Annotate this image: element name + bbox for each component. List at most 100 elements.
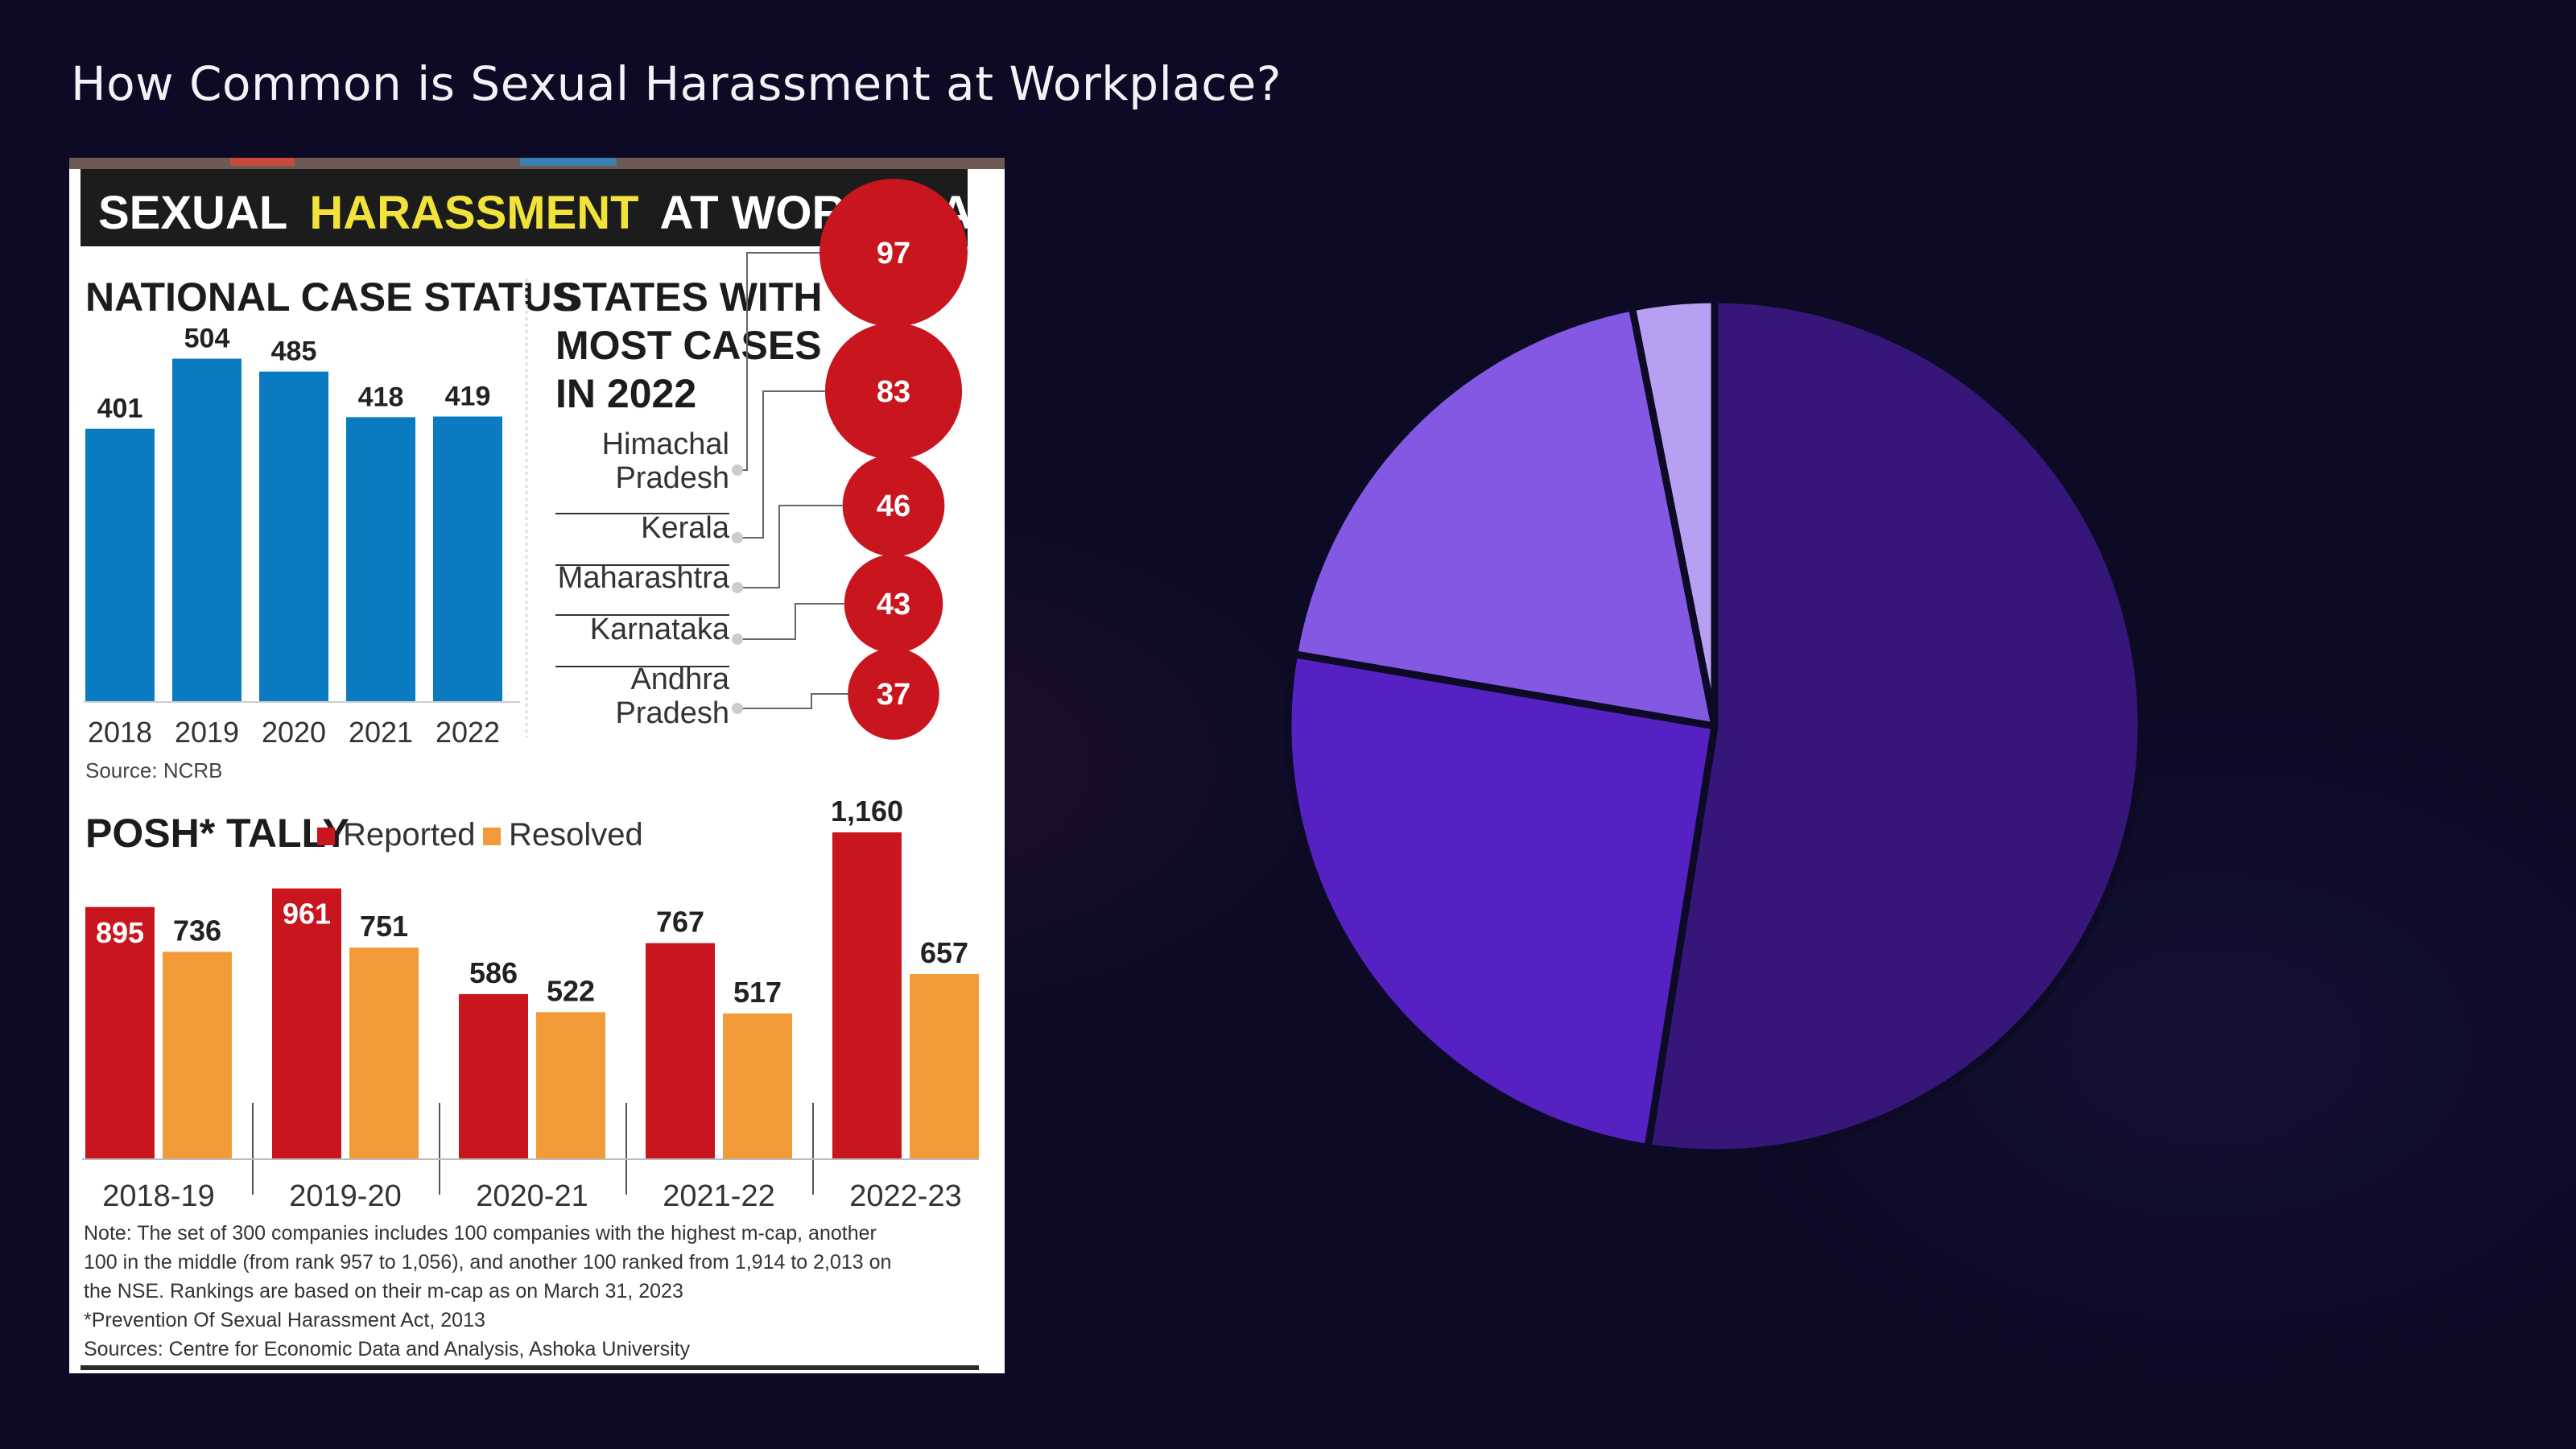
header-part1: SEXUAL: [98, 187, 287, 239]
state-connector: [742, 693, 848, 709]
state-bubble-value: 97: [877, 237, 910, 270]
posh-bar-value: 751: [360, 910, 408, 943]
state-connector: [742, 390, 825, 539]
posh-bar-value: 657: [920, 936, 968, 969]
posh-year-label: 2022-23: [849, 1179, 961, 1213]
national-bar: [85, 428, 155, 702]
posh-bar-chart: 895 736 2018-19 961 751 2019-20 586 522 2020-21 7…: [85, 795, 979, 1213]
notes-block: Note: The set of 300 companies includes …: [84, 1222, 891, 1360]
national-year-label: 2019: [175, 716, 239, 749]
posh-title: POSH* TALLY: [85, 811, 349, 856]
state-dot: [732, 634, 743, 645]
posh-bar-value: 961: [283, 898, 331, 931]
legend-resolved-swatch: [483, 828, 501, 845]
infographic-canvas: SEXUAL HARASSMENT AT WORKPLACE NATIONAL …: [69, 158, 1005, 1370]
posh-resolved-bar: [163, 952, 232, 1159]
posh-bar-value: 517: [733, 976, 782, 1009]
state-bubble: [819, 179, 968, 327]
state-name: Andhra: [630, 663, 729, 696]
national-bar-value: 485: [271, 336, 317, 367]
state-bubble: [844, 554, 943, 654]
posh-resolved-bar: [910, 974, 979, 1159]
decorative-strip-accent: [230, 158, 295, 166]
national-title: NATIONAL CASE STATUS: [85, 275, 579, 320]
pie-slice: [1644, 295, 2145, 1157]
state-bubble: [824, 322, 963, 460]
states-title-line3: IN 2022: [555, 371, 696, 416]
state-bubble: [842, 454, 945, 557]
state-bubble-value: 37: [877, 678, 910, 712]
state-name: Kerala: [641, 511, 730, 545]
bottom-rule: [80, 1365, 979, 1370]
decorative-strip-accent: [520, 158, 617, 166]
infographic-image: SEXUAL HARASSMENT AT WORKPLACE NATIONAL …: [69, 158, 1005, 1373]
posh-bar-value: 736: [173, 914, 221, 947]
legend-resolved-label: Resolved: [509, 817, 643, 852]
note-line: Sources: Centre for Economic Data and An…: [84, 1338, 691, 1360]
national-year-label: 2021: [349, 716, 413, 749]
posh-bar-value: 767: [656, 906, 704, 939]
posh-year-label: 2018-19: [102, 1179, 214, 1213]
pie-slice: [1290, 303, 1719, 730]
national-bar-value: 418: [358, 382, 404, 412]
posh-resolved-bar: [536, 1012, 605, 1159]
note-line: 100 in the middle (from rank 957 to 1,05…: [84, 1251, 891, 1274]
note-line: *Prevention Of Sexual Harassment Act, 20…: [84, 1309, 485, 1331]
posh-resolved-bar: [349, 947, 419, 1159]
state-name: Pradesh: [615, 461, 729, 495]
national-bar: [346, 417, 415, 702]
state-bubble: [848, 648, 939, 740]
state-name: Karnataka: [590, 613, 730, 646]
national-year-label: 2022: [436, 716, 500, 749]
state-name: Maharashtra: [558, 561, 730, 595]
legend-reported-swatch: [317, 828, 335, 845]
posh-year-label: 2020-21: [476, 1179, 588, 1213]
state-dot: [732, 703, 743, 714]
national-bar-value: 504: [184, 324, 230, 354]
state-name: Himachal: [602, 427, 729, 461]
state-connector: [742, 505, 843, 588]
posh-bar-value: 586: [469, 956, 518, 989]
states-title-line2: MOST CASES: [555, 323, 822, 368]
pie-slice: [1628, 295, 1719, 730]
header-part2: HARASSMENT: [309, 187, 638, 239]
states-title-line1: STATES WITH: [555, 275, 822, 320]
pie-chart: [1280, 283, 2149, 1169]
national-year-label: 2018: [88, 716, 152, 749]
posh-bar-value: 895: [96, 916, 144, 949]
national-bar: [172, 358, 242, 702]
state-dot: [732, 532, 743, 543]
posh-reported-bar: [459, 993, 528, 1159]
state-bubble-value: 46: [877, 489, 910, 523]
posh-reported-bar: [272, 888, 341, 1159]
national-bar: [259, 371, 328, 702]
state-dot: [732, 464, 743, 476]
state-dot: [732, 582, 743, 593]
posh-bar-value: 1,160: [831, 795, 903, 828]
national-year-label: 2020: [262, 716, 326, 749]
legend-reported-label: Reported: [343, 817, 476, 852]
posh-year-label: 2019-20: [289, 1179, 401, 1213]
pie-canvas: [1284, 295, 2145, 1157]
posh-year-label: 2021-22: [663, 1179, 774, 1213]
state-connector: [742, 603, 844, 640]
national-bar: [433, 416, 502, 702]
state-connector: [742, 252, 819, 471]
state-bubble-value: 43: [877, 588, 910, 621]
national-bar-value: 419: [445, 381, 491, 411]
posh-reported-bar: [646, 943, 715, 1159]
national-bar-chart: 401 2018 504 2019 485 2020 418 2021 419 2022: [85, 324, 502, 749]
state-bubble-value: 83: [877, 375, 910, 409]
state-name: Pradesh: [615, 696, 729, 730]
posh-bar-value: 522: [547, 974, 595, 1007]
posh-reported-bar: [85, 906, 155, 1159]
national-source: Source: NCRB: [85, 758, 223, 782]
header-banner: [80, 169, 968, 246]
states-bubble-chart: 97HimachalPradesh83Kerala46Maharashtra43…: [555, 179, 968, 740]
national-bar-value: 401: [97, 394, 143, 424]
note-line: the NSE. Rankings are based on their m-c…: [84, 1280, 683, 1302]
posh-reported-bar: [832, 832, 902, 1159]
note-line: Note: The set of 300 companies includes …: [84, 1222, 877, 1245]
page-title: How Common is Sexual Harassment at Workp…: [71, 56, 1282, 111]
pie-slice: [1284, 650, 1719, 1151]
